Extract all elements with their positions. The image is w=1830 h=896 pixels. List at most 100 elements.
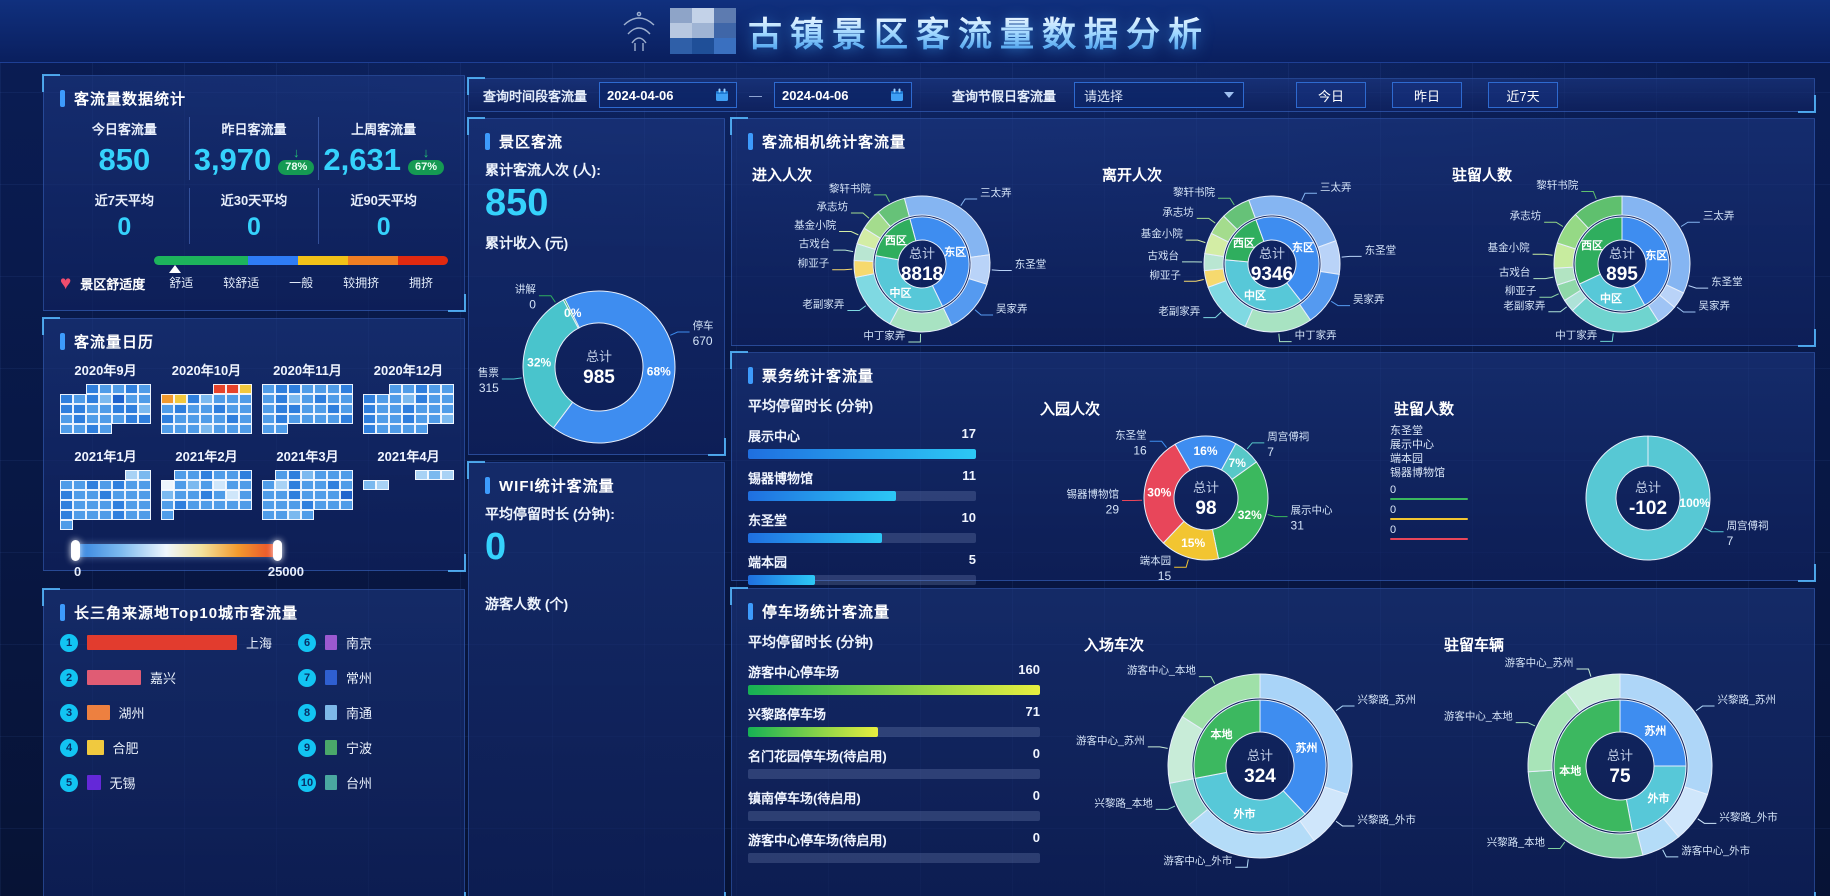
date-from-input[interactable]: 2024-04-06 <box>599 82 738 108</box>
date-to-input[interactable]: 2024-04-06 <box>774 82 913 108</box>
calendar-day-cell <box>174 394 187 404</box>
wifi-stay-duration-value: 0 <box>485 526 507 568</box>
city-bar[interactable] <box>87 635 237 650</box>
segment-本地[interactable] <box>1193 699 1261 779</box>
bar-fill[interactable] <box>748 449 976 459</box>
segment-黎轩书院[interactable] <box>877 197 910 228</box>
stat-label: 今日客流量 <box>91 122 157 137</box>
calendar-day-cell <box>415 424 428 434</box>
bar-label: 锡器博物馆 <box>748 471 814 486</box>
bar-fill[interactable] <box>748 685 1040 695</box>
bar-fill[interactable] <box>748 491 896 501</box>
calendar-day-cell <box>275 500 288 510</box>
city-bar[interactable] <box>325 635 338 650</box>
color-scale-track[interactable] <box>71 540 282 561</box>
calendar-day-cell <box>99 404 112 414</box>
calendar-day-cell <box>112 414 125 424</box>
svg-text:外市: 外市 <box>1647 791 1670 805</box>
label-leader-line <box>850 212 870 219</box>
calendar-day-cell <box>174 490 187 500</box>
calendar-day-cell <box>340 500 353 510</box>
label-leader-line <box>1330 300 1351 307</box>
city-bar[interactable] <box>325 740 338 755</box>
city-bar[interactable] <box>325 705 338 720</box>
calendar-day-cell <box>275 394 288 404</box>
bar-fill[interactable] <box>748 575 816 585</box>
last7days-button[interactable]: 近7天 <box>1488 82 1559 108</box>
calendar-day-cell <box>200 404 213 414</box>
calendar-day-cell <box>99 490 112 500</box>
city-name: 合肥 <box>112 741 139 756</box>
today-button[interactable]: 今日 <box>1296 82 1367 108</box>
calendar-day-cell <box>376 480 389 490</box>
arrow-down-icon: ↓ <box>293 144 300 160</box>
calendar-day-cell <box>213 500 226 510</box>
segment-西区[interactable] <box>1224 219 1265 263</box>
entering-vehicles-sunburst-chart: 入场车次 苏州 外市 本地 兴黎路_苏州 兴黎路_外市 游客中心_外市 兴黎路_本地 游客中心… <box>1076 630 1440 892</box>
city-bar[interactable] <box>87 670 141 685</box>
segment-黎轩书院[interactable] <box>1223 199 1256 231</box>
calendar-day-cell <box>363 424 376 434</box>
leader-line <box>1390 498 1468 500</box>
scale-handle-min[interactable] <box>71 540 80 561</box>
segment-中区[interactable] <box>1224 259 1302 312</box>
calendar-day-cell <box>239 424 252 434</box>
city-bar[interactable] <box>87 740 104 755</box>
segment-售票[interactable] <box>522 298 580 429</box>
segment-西区[interactable] <box>1574 216 1623 285</box>
calendar-day-cell <box>86 394 99 404</box>
segment-停车[interactable] <box>552 290 676 444</box>
city-bar[interactable] <box>87 775 101 790</box>
segment-外市[interactable] <box>1194 771 1306 833</box>
segment-讲解[interactable] <box>562 298 580 329</box>
stat-value: 3,970 <box>193 142 272 177</box>
segment-黎轩书院[interactable] <box>1574 195 1623 229</box>
segment-东区[interactable] <box>1255 216 1320 302</box>
segment-锡器博物馆[interactable] <box>1143 443 1191 544</box>
city-bar[interactable] <box>87 705 110 720</box>
svg-text:本地: 本地 <box>1559 764 1581 778</box>
svg-text:中区: 中区 <box>1244 288 1266 302</box>
segment-周宫傅祠[interactable] <box>1585 435 1711 561</box>
yesterday-button[interactable]: 昨日 <box>1392 82 1463 108</box>
calendar-day-cell <box>125 470 138 480</box>
label-leader-line <box>833 249 854 253</box>
city-bar[interactable] <box>325 670 338 685</box>
bar-fill[interactable] <box>748 727 878 737</box>
svg-text:吴家弄: 吴家弄 <box>1698 299 1730 312</box>
segment-东区[interactable] <box>909 216 970 307</box>
segment-苏州[interactable] <box>1259 699 1327 815</box>
svg-text:东区: 东区 <box>1292 240 1314 254</box>
scale-handle-max[interactable] <box>273 540 282 561</box>
bar-row: 游客中心停车场 160 <box>748 662 1040 695</box>
segment-苏州[interactable] <box>1619 699 1687 767</box>
segment-东圣堂[interactable] <box>1317 240 1341 275</box>
comfort-segment <box>398 256 448 265</box>
bar-track <box>748 769 1040 779</box>
zero-value: 0 <box>1390 504 1397 516</box>
segment-中区[interactable] <box>874 255 944 312</box>
bar-fill[interactable] <box>748 533 883 543</box>
segment-游客中心_本地[interactable] <box>1181 673 1261 731</box>
panel-title: 客流量数据统计 <box>74 91 187 108</box>
segment-西区[interactable] <box>875 217 917 261</box>
date-range-separator: — <box>749 87 763 103</box>
ticketing-content-row: 平均停留时长 (分钟) 展示中心 17 锡器博物馆 11 东圣堂 10 端本园 5 入园人次 … <box>748 394 1798 594</box>
segment-东区[interactable] <box>1621 216 1670 306</box>
date-to-value: 2024-04-06 <box>782 87 849 103</box>
calendar-day-cell <box>112 500 125 510</box>
city-bar[interactable] <box>325 775 338 790</box>
svg-text:总计: 总计 <box>1259 246 1285 261</box>
calendar-day-cell <box>187 424 200 434</box>
calendar-day-cell <box>275 470 288 480</box>
list-item: 2 嘉兴 <box>60 668 272 687</box>
segment-本地[interactable] <box>1553 699 1633 833</box>
panel-header: 票务统计客流量 <box>748 365 1798 386</box>
calendar-day-cell <box>301 384 314 394</box>
calendar-day-cell <box>415 414 428 424</box>
holiday-select[interactable]: 请选择 <box>1074 82 1245 108</box>
segment-游客中心_苏州[interactable] <box>1565 673 1621 712</box>
label-leader-line <box>1217 197 1235 206</box>
segment-展示中心[interactable] <box>1211 461 1269 560</box>
calendar-day-cell <box>138 500 151 510</box>
